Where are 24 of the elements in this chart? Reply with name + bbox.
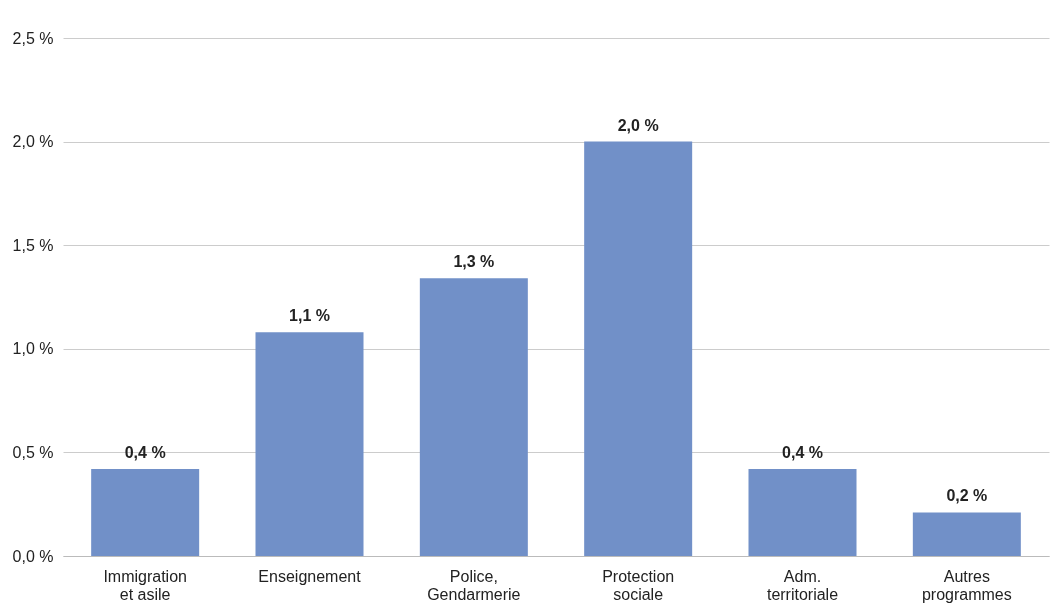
data-label: 1,1 %	[289, 307, 330, 325]
x-tick-label: Autres programmes	[921, 567, 1012, 603]
x-tick-label: Enseignement	[258, 567, 362, 585]
bar	[91, 468, 200, 556]
data-label: 2,0 %	[617, 116, 659, 134]
y-tick-label: 2,5 %	[12, 29, 54, 47]
bar	[255, 332, 364, 556]
data-label: 0,2 %	[946, 487, 988, 505]
bar	[912, 512, 1021, 556]
x-tick-label: Immigration et asile	[103, 567, 187, 603]
data-label: 1,3 %	[453, 253, 495, 271]
x-tick-label: Protection sociale	[602, 567, 675, 603]
x-tick-label: Police, Gendarmerie	[427, 567, 521, 603]
bar	[748, 468, 857, 556]
bar	[419, 278, 528, 556]
y-tick-label: 2,0 %	[12, 133, 54, 151]
y-tick-label: 0,0 %	[12, 547, 54, 565]
data-label: 0,4 %	[782, 443, 823, 461]
x-tick-label: Adm. territoriale	[766, 567, 839, 603]
y-tick-label: 1,5 %	[12, 236, 54, 254]
data-label: 0,4 %	[124, 443, 166, 461]
bar	[584, 141, 693, 556]
y-tick-label: 1,0 %	[12, 340, 54, 358]
y-tick-label: 0,5 %	[12, 443, 54, 461]
